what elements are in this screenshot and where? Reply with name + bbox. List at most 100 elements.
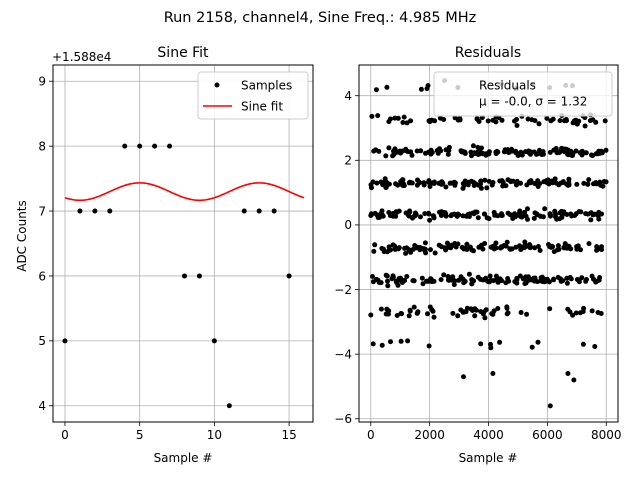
- residual-point: [573, 148, 579, 154]
- residual-point: [590, 153, 595, 159]
- residual-point: [386, 119, 392, 125]
- residual-point: [525, 116, 531, 122]
- residuals-xlabel: Sample #: [459, 451, 518, 465]
- residual-point: [384, 84, 390, 90]
- residual-point: [564, 151, 570, 157]
- residual-point: [514, 275, 520, 281]
- residual-point: [414, 182, 420, 188]
- residual-point: [368, 312, 374, 318]
- residual-point: [431, 181, 437, 186]
- residual-point: [445, 274, 451, 279]
- sine-fit-xtick-label: 5: [136, 428, 144, 442]
- residual-point: [573, 310, 579, 316]
- residual-point: [469, 247, 475, 253]
- residual-point: [595, 246, 601, 252]
- residual-point: [495, 279, 501, 285]
- sine-fit-ticks: 0 5 10 15 4 5 6 7 8 9: [38, 75, 296, 442]
- residual-point: [409, 152, 415, 158]
- residuals-legend: Residuals μ = -0.0, σ = 1.32: [433, 71, 613, 117]
- residual-point: [548, 118, 554, 124]
- residual-point: [514, 123, 520, 128]
- residual-point: [469, 277, 475, 283]
- residual-point: [540, 279, 546, 285]
- residual-point: [551, 276, 557, 282]
- legend-samples-marker: [214, 82, 220, 88]
- residuals-frame: [358, 64, 619, 423]
- residual-point: [579, 275, 585, 281]
- residual-point: [442, 210, 448, 216]
- residual-point: [551, 147, 557, 153]
- sine-fit-ylabel: ADC Counts: [15, 200, 29, 272]
- residual-point: [369, 113, 375, 119]
- residual-point: [527, 245, 533, 251]
- residual-point: [372, 242, 378, 248]
- sample-point: [196, 273, 202, 279]
- residual-point: [386, 210, 392, 215]
- residual-point: [384, 273, 390, 279]
- residual-point: [404, 274, 410, 279]
- residual-point: [546, 181, 552, 187]
- residual-point: [493, 273, 499, 279]
- residual-outlier-point: [460, 374, 466, 380]
- residual-point: [408, 249, 414, 255]
- residual-point: [589, 308, 595, 314]
- residual-point: [517, 208, 523, 214]
- residual-point: [504, 239, 510, 245]
- residual-point: [437, 209, 442, 215]
- residual-point: [483, 307, 489, 313]
- residual-point: [443, 184, 449, 190]
- residual-point: [470, 143, 476, 149]
- residual-point: [586, 177, 592, 183]
- residual-point: [449, 277, 455, 283]
- residual-point: [441, 117, 447, 122]
- residual-point: [481, 211, 487, 217]
- residual-point: [473, 181, 479, 187]
- residual-point: [505, 147, 511, 153]
- residual-point: [470, 210, 476, 216]
- residual-point: [411, 214, 417, 219]
- residual-point: [515, 153, 521, 158]
- residual-point: [404, 120, 410, 126]
- residual-point: [428, 247, 433, 253]
- residual-point: [425, 311, 430, 317]
- residual-point: [450, 243, 456, 248]
- sample-point: [181, 273, 187, 279]
- residual-point: [600, 183, 606, 189]
- residual-point: [488, 277, 494, 283]
- residual-point: [418, 86, 424, 92]
- residual-point: [574, 181, 580, 187]
- residual-point: [491, 209, 497, 215]
- legend-samples-label: Samples: [241, 79, 292, 93]
- residual-point: [504, 311, 510, 317]
- residual-point: [373, 87, 379, 93]
- residual-point: [438, 148, 444, 154]
- residual-point: [422, 211, 428, 217]
- residual-point: [398, 150, 403, 156]
- residual-point: [499, 178, 505, 184]
- residual-point: [431, 314, 437, 320]
- residual-point: [489, 182, 495, 188]
- residual-point: [518, 310, 524, 315]
- sine-fit-panel: Sine Fit +1.588e4 ADC Counts Sample # 0 5…: [15, 45, 314, 465]
- residual-point: [535, 339, 541, 345]
- residual-point: [400, 120, 406, 125]
- sample-point: [286, 273, 292, 279]
- residual-point: [393, 149, 399, 155]
- sample-point: [92, 208, 98, 214]
- residual-point: [561, 245, 567, 251]
- residuals-legend-label: Residuals: [479, 79, 536, 93]
- figure-title: Run 2158, channel4, Sine Freq.: 4.985 MH…: [164, 10, 477, 26]
- residual-point: [568, 211, 574, 217]
- residual-point: [461, 246, 467, 252]
- sine-fit-marks: [62, 143, 305, 409]
- residual-point: [383, 153, 389, 159]
- residual-point: [401, 183, 407, 189]
- residual-point: [476, 119, 482, 124]
- residual-point: [370, 179, 376, 185]
- residual-point: [566, 182, 572, 188]
- residual-point: [538, 275, 544, 281]
- residual-point: [532, 245, 538, 251]
- residual-point: [429, 307, 435, 313]
- residual-point: [407, 307, 413, 313]
- residual-point: [555, 243, 561, 249]
